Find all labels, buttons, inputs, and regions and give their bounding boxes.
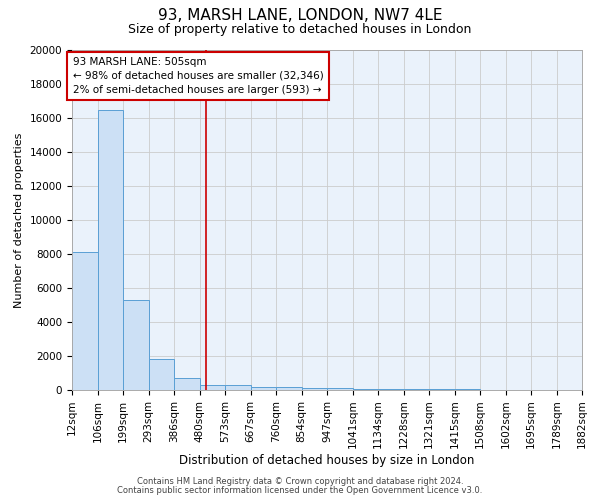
Bar — [123, 300, 149, 390]
Bar — [200, 384, 225, 390]
Bar — [353, 388, 378, 390]
Bar — [149, 358, 174, 390]
Text: 93, MARSH LANE, LONDON, NW7 4LE: 93, MARSH LANE, LONDON, NW7 4LE — [158, 8, 442, 22]
Bar — [404, 389, 429, 390]
Bar — [98, 110, 123, 390]
Text: Size of property relative to detached houses in London: Size of property relative to detached ho… — [128, 22, 472, 36]
X-axis label: Distribution of detached houses by size in London: Distribution of detached houses by size … — [179, 454, 475, 467]
Bar — [72, 252, 98, 390]
Bar — [276, 387, 302, 390]
Bar — [327, 388, 353, 390]
Bar — [251, 386, 276, 390]
Bar — [378, 389, 404, 390]
Bar — [174, 378, 200, 390]
Bar — [302, 388, 327, 390]
Text: 93 MARSH LANE: 505sqm
← 98% of detached houses are smaller (32,346)
2% of semi-d: 93 MARSH LANE: 505sqm ← 98% of detached … — [73, 57, 323, 95]
Y-axis label: Number of detached properties: Number of detached properties — [14, 132, 24, 308]
Text: Contains HM Land Registry data © Crown copyright and database right 2024.: Contains HM Land Registry data © Crown c… — [137, 477, 463, 486]
Text: Contains public sector information licensed under the Open Government Licence v3: Contains public sector information licen… — [118, 486, 482, 495]
Bar — [225, 385, 251, 390]
